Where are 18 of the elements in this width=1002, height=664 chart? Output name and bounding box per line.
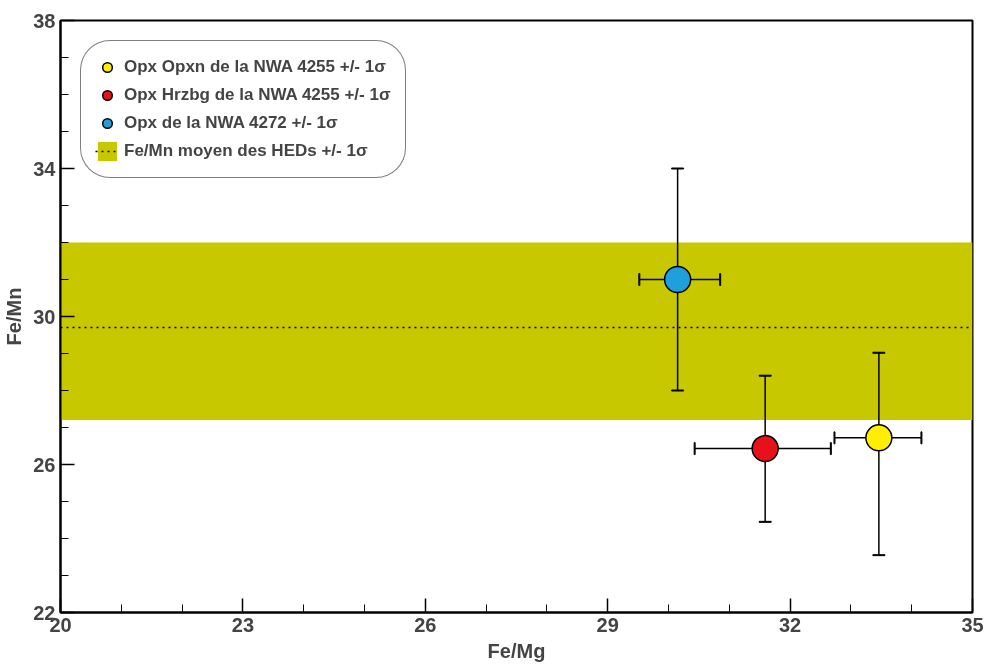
y-tick-label: 30 [33,305,56,328]
point [751,434,779,463]
legend-label: Opx Hrzbg de la NWA 4255 +/- 1σ [124,85,391,105]
point [663,265,692,294]
x-tick-label: 23 [231,613,255,636]
x-tick-label: 26 [414,613,437,636]
x-tick-label: 35 [961,613,984,636]
y-tick-label: 26 [33,453,56,476]
x-tick-label: 29 [596,613,619,636]
x-tick-label: 32 [778,613,802,636]
y-axis-title: Fe/Mn [3,287,26,346]
point [865,424,893,452]
legend-label: Opx Opxn de la NWA 4255 +/- 1σ [124,57,386,77]
legend-label: Opx de la NWA 4272 +/- 1σ [124,113,338,133]
y-tick-label: 34 [33,157,57,180]
y-tick-label: 38 [33,9,56,32]
x-axis-title: Fe/Mg [487,639,546,662]
legend-label: Fe/Mn moyen des HEDs +/- 1σ [124,141,368,161]
